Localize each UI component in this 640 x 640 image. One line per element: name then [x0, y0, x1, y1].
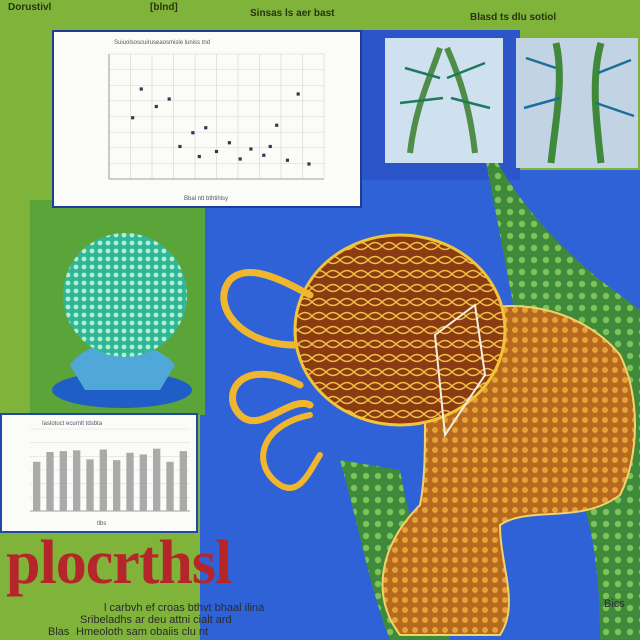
bar	[153, 448, 161, 511]
header-strip: Dorustivl [blnd] Sinsas ls aer bast Blas…	[0, 0, 640, 30]
scatter-point	[296, 92, 300, 96]
bar-title: Iaslotuct ecurnlt tdsbta	[42, 421, 103, 427]
tendril-upper	[220, 269, 314, 349]
scatter-point	[227, 141, 231, 145]
scatter-point	[154, 104, 158, 109]
bar	[113, 460, 121, 511]
scatter-point	[131, 116, 135, 120]
scatter-xlabel: Bbal ntt bthtihlsy	[184, 196, 228, 202]
scatter-point	[249, 147, 253, 151]
bar	[126, 452, 134, 511]
poster-title: plocrthsl	[6, 529, 232, 597]
scatter-point	[268, 144, 272, 149]
bar	[73, 450, 81, 511]
bar	[46, 451, 54, 511]
header-center-text: Sinsas ls aer bast	[250, 8, 335, 19]
bar-marks	[33, 448, 187, 511]
header-left-text2: [blnd]	[150, 2, 178, 13]
tendril-lower	[260, 412, 323, 491]
scatter-point	[214, 149, 219, 154]
tendril-middle	[229, 370, 314, 425]
scatter-panel: Suiuolsoscuiruseaosmisle luniss tnd Bbal…	[52, 30, 362, 208]
header-right-text: Blasd ts dlu sotiol	[470, 12, 557, 23]
scatter-point	[178, 144, 182, 149]
scatter-point	[167, 97, 171, 101]
bar	[166, 461, 174, 511]
scatter-chart: Suiuolsoscuiruseaosmisle luniss tnd Bbal…	[108, 40, 325, 202]
bar-panel: Iaslotuct ecurnlt tdsbta tlbs	[0, 413, 198, 533]
scatter-title: Suiuolsoscuiruseaosmisle luniss tnd	[114, 40, 210, 46]
bar	[59, 451, 67, 511]
scatter-points	[131, 87, 311, 166]
sphere-illustration	[52, 233, 192, 408]
bar-grid	[30, 428, 190, 512]
caption-line-3: Hmeoloth sam obaiis clu nt	[76, 626, 209, 638]
scatter-point	[139, 87, 143, 91]
scatter-point	[238, 157, 242, 161]
vascular-tile-left	[385, 38, 503, 163]
scatter-point	[307, 162, 311, 166]
organism-vein	[433, 303, 487, 438]
organism-head	[293, 233, 507, 427]
scatter-point	[191, 131, 195, 135]
vascular-tile-right	[516, 38, 638, 168]
caption-line-1: l carbvh ef croas bthvt bhaal ilina	[104, 602, 265, 614]
scatter-point	[285, 158, 290, 162]
caption-line-2: Sribeladhs ar deu attni cialt ard	[80, 614, 232, 626]
bar	[179, 451, 187, 511]
bar-xlabel: tlbs	[97, 521, 106, 527]
header-left-text: Dorustivl	[8, 2, 52, 13]
bar-chart: Iaslotuct ecurnlt tdsbta tlbs	[30, 421, 190, 527]
bar	[99, 449, 107, 511]
organism-illustration	[220, 233, 636, 636]
caption-bottom-right: Bics	[604, 598, 625, 610]
sphere-cup	[70, 342, 175, 390]
scatter-grid	[108, 53, 325, 180]
scatter-point	[204, 126, 208, 130]
scatter-point	[262, 153, 266, 157]
cell-sphere	[63, 233, 187, 357]
bar	[33, 461, 41, 511]
bar	[139, 454, 147, 511]
scatter-point	[197, 154, 201, 159]
bar	[86, 459, 94, 511]
caption-bottom-left: Blas	[48, 626, 70, 638]
scatter-point	[275, 123, 279, 127]
